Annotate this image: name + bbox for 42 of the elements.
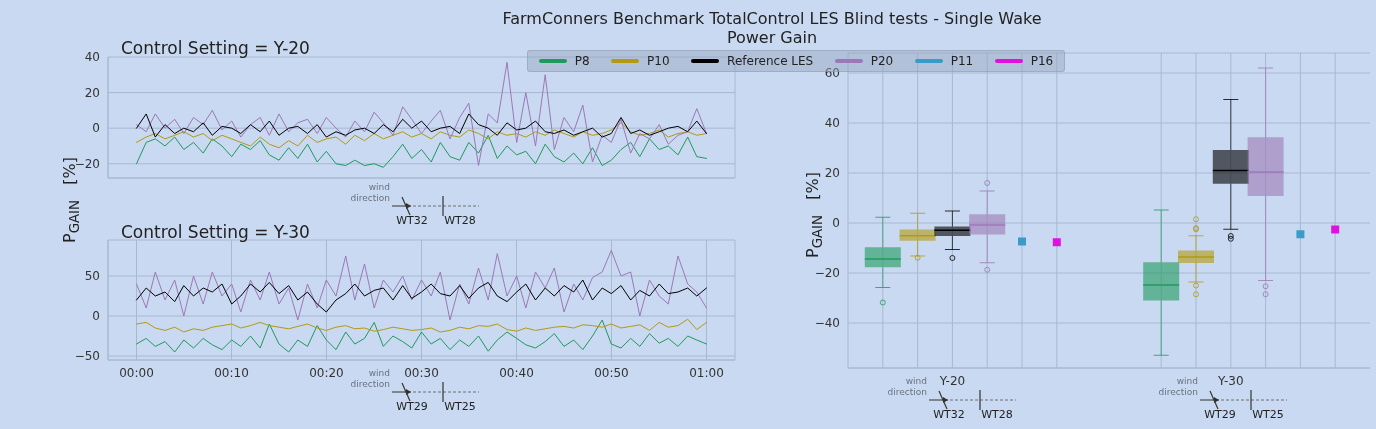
legend-label: Reference LES	[727, 54, 814, 68]
text: WT29	[395, 400, 429, 413]
legend-label: P11	[950, 54, 974, 68]
text: WT29	[1203, 408, 1237, 421]
text: FarmConners Benchmark TotalControl LES Blind tests - Single Wake Power Gain	[501, 9, 1043, 47]
y-tick-label: 50	[84, 269, 100, 284]
legend-label: P20	[870, 54, 894, 68]
y-tick-label: 0	[92, 309, 100, 324]
y-tick-label: 40	[824, 116, 840, 131]
text: WT25	[443, 400, 477, 413]
y-tick-label: 40	[84, 50, 100, 65]
x-tick-label: 00:00	[119, 365, 154, 380]
x-tick-label: Y-20	[938, 373, 966, 388]
text: wind direction	[1157, 376, 1198, 398]
text: WT25	[1251, 408, 1285, 421]
text: WT28	[443, 214, 477, 227]
text: WT28	[980, 408, 1014, 421]
text: WT32	[395, 214, 429, 227]
y-tick-label: 20	[84, 85, 100, 100]
x-tick-label: 00:50	[594, 365, 629, 380]
legend-label: P16	[1030, 54, 1054, 68]
y-tick-label: 0	[92, 121, 100, 136]
y-tick-label: 0	[832, 216, 840, 231]
chart-subtitle: Control Setting = Y-30	[121, 222, 310, 242]
y-tick-label: −40	[814, 316, 840, 331]
legend-label: P8	[574, 54, 590, 68]
text: WT32	[932, 408, 966, 421]
y-tick-label: 60	[824, 66, 840, 81]
y-tick-label: 20	[824, 166, 840, 181]
x-tick-label: Y-30	[1217, 373, 1244, 388]
x-tick-label: 01:00	[689, 365, 724, 380]
y-tick-label: −50	[74, 349, 100, 364]
x-tick-label: 00:30	[404, 365, 439, 380]
x-tick-label: 00:20	[309, 365, 344, 380]
text: wind direction	[886, 376, 927, 398]
text: wind direction	[350, 368, 390, 389]
text: wind direction	[349, 182, 390, 204]
x-tick-label: 00:40	[499, 365, 534, 380]
y-tick-label: −20	[814, 266, 840, 281]
x-tick-label: 00:10	[214, 365, 249, 380]
legend-label: P10	[647, 54, 670, 68]
chart-subtitle: Control Setting = Y-20	[121, 38, 310, 58]
